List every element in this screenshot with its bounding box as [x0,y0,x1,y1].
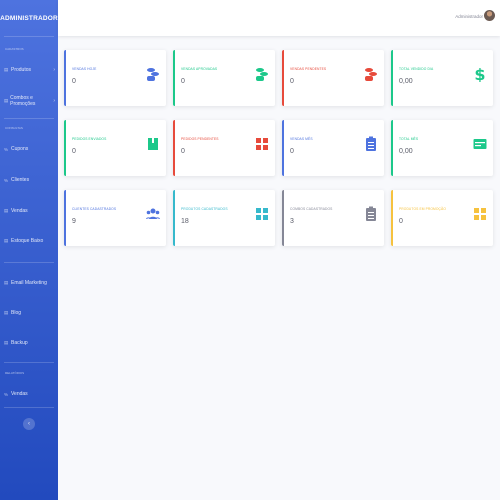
boxes-icon [255,136,269,152]
list-icon: ▤ [4,340,9,345]
boxes-icon [473,206,487,222]
list-icon: ▤ [4,208,9,213]
stat-card-label: PEDIDOS PENDENTES [181,137,219,141]
chevron-right-icon: › [53,67,55,73]
stat-card[interactable]: VENDAS MÊS 0 [282,120,384,176]
stat-card-label: PEDIDOS ENVIADOS [72,137,107,141]
sidebar-item-blog[interactable]: ▤ Blog [4,308,55,318]
coins-icon [364,66,378,82]
stat-card[interactable]: CLIENTES CADASTRADOS 9 [64,190,166,246]
stat-card-value: 0 [181,78,185,85]
stat-card[interactable]: COMBOS CADASTRADOS 3 [282,190,384,246]
stat-card[interactable]: PEDIDOS ENVIADOS 0 [64,120,166,176]
percent-icon: % [4,391,9,397]
percent-icon: % [4,146,9,152]
stat-card-label: PRODUTOS EM PROMOÇÃO [399,207,447,211]
stat-card-label: VENDAS HOJE [72,67,97,71]
sidebar-item-label: Vendas [11,208,28,214]
stat-card-value: 0 [399,218,403,225]
sidebar-toggle-button[interactable]: ‹ [23,418,35,430]
stat-card-value: 18 [181,218,189,225]
box-icon: ▤ [4,67,9,72]
sidebar-item-estoque-baixo[interactable]: ▤ Estoque Baixo [4,236,55,246]
sidebar-item-clientes[interactable]: % Clientes [4,175,55,185]
stat-card-label: PRODUTOS CADASTRADOS [181,207,228,211]
sidebar-item-label: Blog [11,310,22,316]
sidebar-item-label: Estoque Baixo [11,238,44,244]
avatar[interactable] [484,10,495,21]
list-icon: ▤ [4,280,9,285]
sidebar-divider [4,262,54,263]
sidebar-item-label: Email Marketing [11,280,47,286]
sidebar: ADMINISTRADOR CADASTROS ▤ Produtos › ▤ C… [0,0,58,500]
sidebar-item-label: Cupons [11,146,29,152]
sidebar-item-label: Produtos [11,67,32,73]
stat-card-label: VENDAS PENDENTES [290,67,327,71]
stat-card-label: VENDAS APROVADAS [181,67,218,71]
stat-card-value: 0 [181,148,185,155]
stat-card-value: 0,00 [399,78,413,85]
stat-card[interactable]: PRODUTOS EM PROMOÇÃO 0 [391,190,493,246]
stat-card-value: 0 [290,148,294,155]
clipboard-icon [364,136,378,152]
sidebar-item-backup[interactable]: ▤ Backup [4,338,55,348]
sidebar-divider [4,118,54,119]
percent-icon: % [4,177,9,183]
boxes-icon [255,206,269,222]
sidebar-item-produtos[interactable]: ▤ Produtos › [4,65,55,75]
sidebar-item-label: Combos e Promoções [10,95,36,107]
coins-icon [255,66,269,82]
stat-card[interactable]: TOTAL MÊS 0,00 [391,120,493,176]
stat-card[interactable]: VENDAS HOJE 0 [64,50,166,106]
stat-card[interactable]: TOTAL VENDIDO DIA 0,00 $ [391,50,493,106]
sidebar-item-label: Vendas [11,391,28,397]
stat-card-label: TOTAL VENDIDO DIA [399,67,434,71]
list-icon: ▤ [4,310,9,315]
sidebar-item-cupons[interactable]: % Cupons [4,144,55,154]
stat-card-value: 9 [72,218,76,225]
box-icon [146,136,160,152]
sidebar-item-relatorio-vendas[interactable]: % Vendas [4,389,55,399]
brand-title[interactable]: ADMINISTRADOR [0,14,58,22]
stat-card[interactable]: PEDIDOS PENDENTES 0 [173,120,275,176]
stat-card[interactable]: VENDAS PENDENTES 0 [282,50,384,106]
stat-card-value: 0,00 [399,148,413,155]
sidebar-item-email-marketing[interactable]: ▤ Email Marketing [4,278,55,288]
stat-card-value: 0 [290,78,294,85]
sidebar-item-combos[interactable]: ▤ Combos e Promoções › [4,95,55,107]
chevron-right-icon: › [53,98,55,104]
sidebar-item-label: Clientes [11,177,30,183]
box-icon: ▤ [4,98,9,103]
sidebar-divider [4,36,54,37]
sidebar-item-vendas[interactable]: ▤ Vendas [4,206,55,216]
clipboard-icon [364,206,378,222]
users-icon [146,206,160,222]
coins-icon [146,66,160,82]
sidebar-item-label: Backup [11,340,28,346]
stat-card[interactable]: PRODUTOS CADASTRADOS 18 [173,190,275,246]
svg-text:$: $ [474,66,485,82]
list-icon: ▤ [4,238,9,243]
sidebar-heading-consultas: CONSULTAS [5,126,23,130]
sidebar-heading-relatorios: RELATÓRIOS [5,371,25,375]
sidebar-divider [4,362,54,363]
user-name[interactable]: Administrador [455,14,483,19]
sidebar-heading-cadastros: CADASTROS [5,47,24,51]
sidebar-divider [4,407,54,408]
stat-card-label: COMBOS CADASTRADOS [290,207,333,211]
stat-card-value: 0 [72,78,76,85]
topbar: Administrador [58,0,500,36]
dollar-icon: $ [473,65,487,84]
stat-card[interactable]: VENDAS APROVADAS 0 [173,50,275,106]
stat-card-label: TOTAL MÊS [399,137,419,141]
stat-card-label: VENDAS MÊS [290,137,313,141]
stat-card-value: 3 [290,218,294,225]
money-icon [473,136,487,152]
stat-card-label: CLIENTES CADASTRADOS [72,207,117,211]
stat-card-value: 0 [72,148,76,155]
